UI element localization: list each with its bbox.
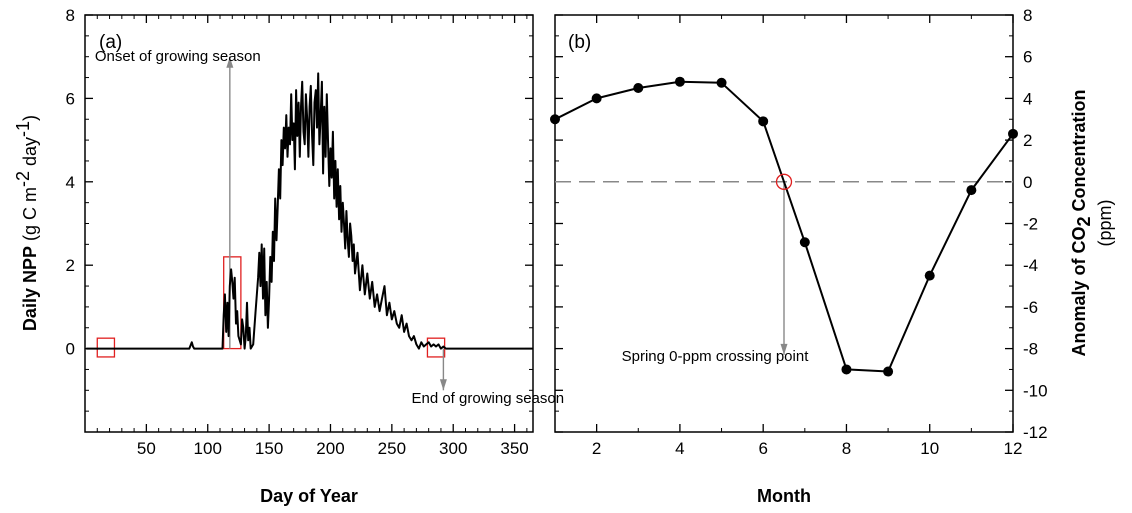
y-tick-label: 4 [1023, 89, 1032, 108]
panel-a-y-axis-title: Daily NPP (g C m-2 day-1) [13, 115, 40, 331]
data-point [674, 76, 685, 87]
panel-b-x-axis-title: Month [757, 486, 811, 506]
x-tick-label: 200 [316, 439, 344, 458]
panel-b-x-tick-labels: 2 4 6 8 10 12 [592, 439, 1023, 458]
panel-b-y-axis-units: (ppm) [1095, 199, 1115, 246]
x-tick-label: 300 [439, 439, 467, 458]
growing-season-arrow-head [226, 56, 234, 68]
x-tick-label: 100 [194, 439, 222, 458]
data-point [1008, 128, 1018, 139]
panel-b-y-axis-title-sub: 2 [1074, 216, 1094, 226]
panel-a-x-tick-labels: 50 100 150 200 250 300 350 [137, 439, 529, 458]
highlight-box [96, 337, 116, 358]
panel-a-y-axis-title-sup-1: -2 [13, 171, 33, 187]
data-point [966, 185, 977, 196]
y-tick-label: 0 [66, 340, 75, 359]
panel-a-y-tick-labels: 0 2 4 6 8 [66, 6, 75, 359]
panel-a-arrows [226, 56, 447, 391]
panel-b-co2-series-points [550, 76, 1018, 377]
data-point [758, 116, 769, 127]
panel-a-y-axis-title-units-2: day [20, 137, 40, 171]
x-tick-label: 250 [378, 439, 406, 458]
y-tick-label: -4 [1023, 256, 1038, 275]
data-point [716, 77, 727, 88]
panel-a: 50 100 150 200 250 300 350 0 2 4 6 8 (a) Onset of … [13, 6, 564, 506]
y-tick-label: 6 [1023, 48, 1032, 67]
y-tick-label: 8 [66, 6, 75, 25]
panel-b-y-tick-labels: -12 -10 -8 -6 -4 -2 0 2 4 6 8 [1023, 6, 1048, 442]
x-tick-label: 50 [137, 439, 156, 458]
annotation-spring-crossing-point: Spring 0-ppm crossing point [622, 348, 810, 365]
data-point [550, 114, 560, 125]
annotation-onset-of-growing-season: Onset of growing season [95, 48, 261, 65]
y-tick-label: 2 [1023, 131, 1032, 150]
panel-b-label: (b) [568, 32, 591, 53]
panel-b: 2 4 6 8 10 12 -12 -10 -8 -6 -4 -2 0 2 4 6 8 (b) Spring … [550, 6, 1115, 506]
crossing-point-arrow-head [780, 343, 788, 355]
data-point [883, 366, 894, 377]
y-tick-label: -12 [1023, 423, 1048, 442]
data-point [924, 270, 935, 281]
y-tick-label: 6 [66, 89, 75, 108]
panel-a-ticks [85, 14, 533, 432]
panel-a-y-axis-title-units-3: ) [20, 115, 40, 121]
x-tick-label: 2 [592, 439, 601, 458]
panel-b-co2-series-line [554, 80, 1014, 373]
panel-a-frame [84, 14, 534, 433]
x-tick-label: 8 [842, 439, 851, 458]
data-point [841, 364, 852, 375]
annotation-end-of-growing-season: End of growing season [411, 390, 564, 407]
panel-a-y-axis-title-units-1: (g C m [20, 187, 40, 246]
panel-a-y-axis-title-bold: Daily NPP [20, 246, 40, 331]
spring-crossing-point-marker [775, 173, 793, 190]
x-tick-label: 12 [1004, 439, 1023, 458]
x-tick-label: 6 [758, 439, 767, 458]
y-tick-label: -6 [1023, 298, 1038, 317]
y-tick-label: 0 [1023, 173, 1032, 192]
panel-a-y-axis-title-sup-2: -1 [13, 121, 33, 137]
x-tick-label: 4 [675, 439, 684, 458]
panel-b-y-axis-title-bold-1: Anomaly of CO [1069, 227, 1089, 357]
data-point [591, 93, 602, 104]
y-tick-label: -10 [1023, 381, 1048, 400]
x-tick-label: 350 [500, 439, 528, 458]
panel-b-y-axis-title: Anomaly of CO2 Concentration [1069, 89, 1094, 356]
x-tick-label: 10 [920, 439, 939, 458]
y-tick-label: 8 [1023, 6, 1032, 25]
growing-season-arrow-head [439, 379, 447, 391]
y-tick-label: 2 [66, 256, 75, 275]
panel-a-npp-series-line [86, 72, 533, 350]
data-point [799, 237, 810, 248]
panel-b-arrows [780, 181, 788, 355]
y-tick-label: -8 [1023, 340, 1038, 359]
panel-a-label: (a) [99, 32, 122, 53]
x-tick-label: 150 [255, 439, 283, 458]
panel-b-y-axis-title-bold-2: Concentration [1069, 89, 1089, 216]
y-tick-label: -2 [1023, 215, 1038, 234]
panel-a-x-axis-title: Day of Year [260, 486, 358, 506]
data-point [633, 82, 644, 93]
panel-b-ticks [554, 14, 1014, 433]
y-tick-label: 4 [66, 173, 75, 192]
